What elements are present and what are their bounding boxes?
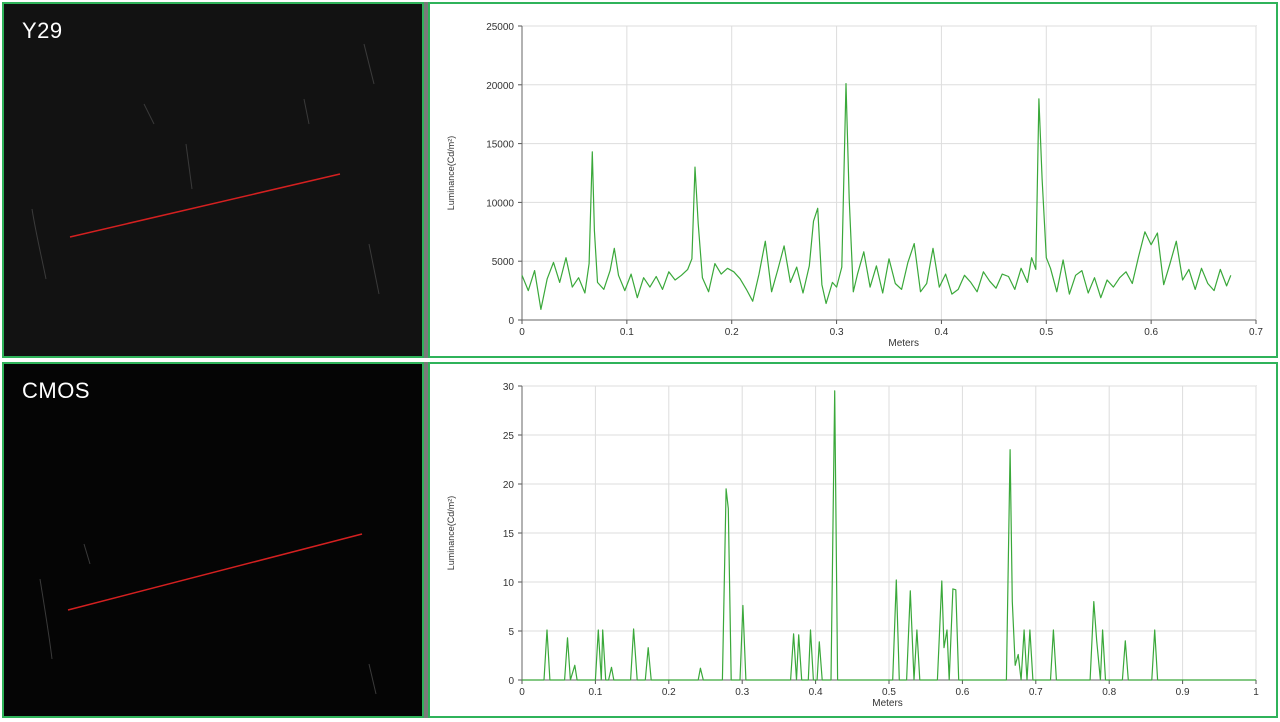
x-tick-label: 0.2 [725, 327, 739, 338]
y29-camera-image: Y29 [2, 2, 424, 358]
y29-luminance-chart: 0 0.1 0.2 0.3 0.4 0.5 0.6 0.7 0 5000 10000 15000 200… [446, 22, 1263, 349]
x-tick-label: 0.1 [588, 687, 602, 698]
x-axis-label: Meters [888, 338, 919, 349]
scratch-mark [39, 578, 53, 660]
image-label: Y29 [22, 18, 63, 43]
x-tick-label: 1 [1253, 687, 1259, 698]
scratch-mark [368, 663, 377, 695]
x-tick-label: 0.5 [882, 687, 896, 698]
x-axis-label: Meters [872, 698, 903, 709]
cmos-image-canvas [39, 533, 377, 695]
x-tick-label: 0.7 [1029, 687, 1043, 698]
series-line [521, 82, 1232, 310]
x-tick-label: 0.4 [934, 327, 948, 338]
x-tick-label: 0.7 [1249, 327, 1263, 338]
x-tick-label: 0.5 [1039, 327, 1053, 338]
x-tick-label: 0.2 [662, 687, 676, 698]
scratch-mark [368, 243, 380, 295]
y29-luminance-chart-panel: 0 0.1 0.2 0.3 0.4 0.5 0.6 0.7 0 5000 10000 15000 200… [428, 2, 1278, 358]
scratch-mark [31, 208, 47, 280]
y-tick-label: 5 [508, 627, 514, 638]
y-tick-label: 0 [508, 676, 514, 687]
y-tick-label: 15 [503, 529, 515, 540]
y-tick-label: 5000 [492, 257, 515, 268]
scratch-mark [143, 103, 155, 125]
panel-divider [424, 2, 428, 358]
x-tick-label: 0.8 [1102, 687, 1116, 698]
y-tick-label: 20000 [486, 81, 514, 92]
x-tick-label: 0.9 [1176, 687, 1190, 698]
y-tick-label: 0 [508, 316, 514, 327]
scratch-mark [363, 43, 375, 85]
y-tick-label: 25 [503, 431, 515, 442]
y-tick-label: 30 [503, 382, 515, 393]
y-tick-label: 20 [503, 480, 515, 491]
y-axis-label: Luminance(Cd/m²) [446, 496, 456, 571]
profile-line[interactable] [69, 173, 341, 238]
y-tick-label: 25000 [486, 22, 514, 33]
x-tick-label: 0.6 [955, 687, 969, 698]
plot-area [521, 25, 1257, 321]
scratch-mark [185, 143, 193, 190]
x-tick-label: 0.3 [735, 687, 749, 698]
panel-divider [424, 362, 428, 718]
x-tick-label: 0 [519, 687, 525, 698]
cmos-luminance-chart-panel: 0 0.1 0.2 0.3 0.4 0.5 0.6 0.7 0.8 0.9 1 0 5 10 15 20 25 3… [428, 362, 1278, 718]
x-tick-label: 0.1 [620, 327, 634, 338]
cmos-camera-image: CMOS [2, 362, 424, 718]
y29-image-canvas [31, 43, 380, 295]
y-tick-label: 10 [503, 578, 515, 589]
scratch-mark [303, 98, 310, 125]
y-axis-label: Luminance(Cd/m²) [446, 136, 456, 211]
x-tick-label: 0.4 [809, 687, 823, 698]
cmos-luminance-chart: 0 0.1 0.2 0.3 0.4 0.5 0.6 0.7 0.8 0.9 105101520253… [446, 382, 1259, 709]
x-tick-label: 0.6 [1144, 327, 1158, 338]
scratch-mark [83, 543, 91, 565]
profile-line[interactable] [67, 533, 363, 611]
y-tick-label: 10000 [486, 198, 514, 209]
x-tick-label: 0 [519, 327, 525, 338]
series-line [522, 390, 1256, 681]
x-tick-label: 0.3 [830, 327, 844, 338]
image-label: CMOS [22, 378, 90, 403]
y-tick-label: 15000 [486, 140, 514, 151]
